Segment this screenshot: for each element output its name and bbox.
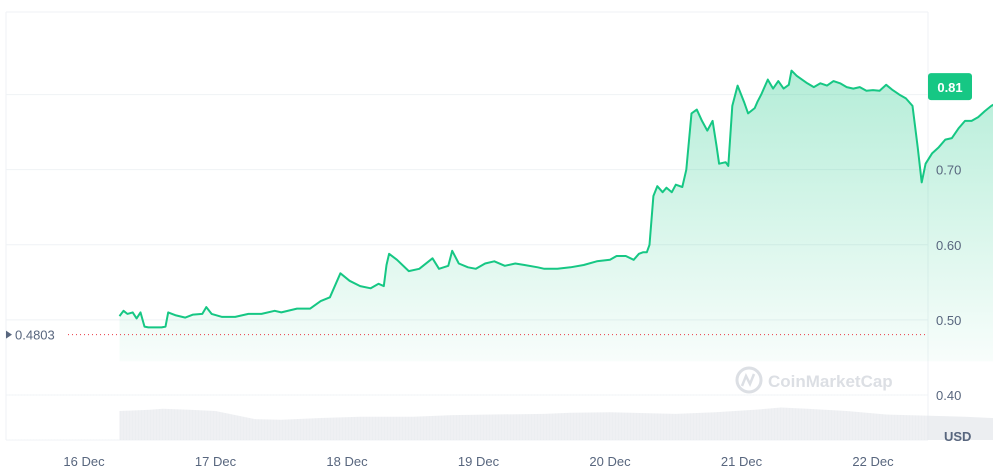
- y-tick-label: 0.60: [936, 238, 961, 253]
- x-tick-label: 21 Dec: [721, 454, 763, 469]
- price-area-fill: [119, 70, 993, 362]
- y-tick-label: 0.70: [936, 163, 961, 178]
- watermark-text: CoinMarketCap: [768, 372, 893, 391]
- coinmarketcap-logo-mark: [740, 372, 756, 388]
- x-tick-label: 17 Dec: [195, 454, 237, 469]
- current-price-badge: [928, 73, 972, 101]
- volume-area: [119, 407, 993, 440]
- y-axis-unit: USD: [944, 429, 971, 444]
- x-tick-label: 20 Dec: [589, 454, 631, 469]
- open-price-marker-icon: [6, 330, 12, 339]
- y-tick-label: 0.50: [936, 313, 961, 328]
- current-price-label: 0.81: [937, 80, 962, 95]
- watermark: CoinMarketCap: [735, 366, 893, 394]
- x-tick-label: 19 Dec: [458, 454, 500, 469]
- volume-bars: [7, 374, 927, 440]
- x-tick-label: 22 Dec: [852, 454, 894, 469]
- open-price-label: 0.4803: [15, 328, 55, 343]
- price-line[interactable]: [118, 69, 993, 329]
- x-tick-label: 18 Dec: [326, 454, 368, 469]
- x-tick-label: 16 Dec: [63, 454, 105, 469]
- y-tick-label: 0.40: [936, 388, 961, 403]
- y-axis: 0.40 0.50 0.60 0.70 USD: [936, 163, 971, 444]
- x-axis: 16 Dec 17 Dec 18 Dec 19 Dec 20 Dec 21 Dec 22 D…: [63, 454, 894, 469]
- coinmarketcap-logo-icon: [735, 366, 763, 394]
